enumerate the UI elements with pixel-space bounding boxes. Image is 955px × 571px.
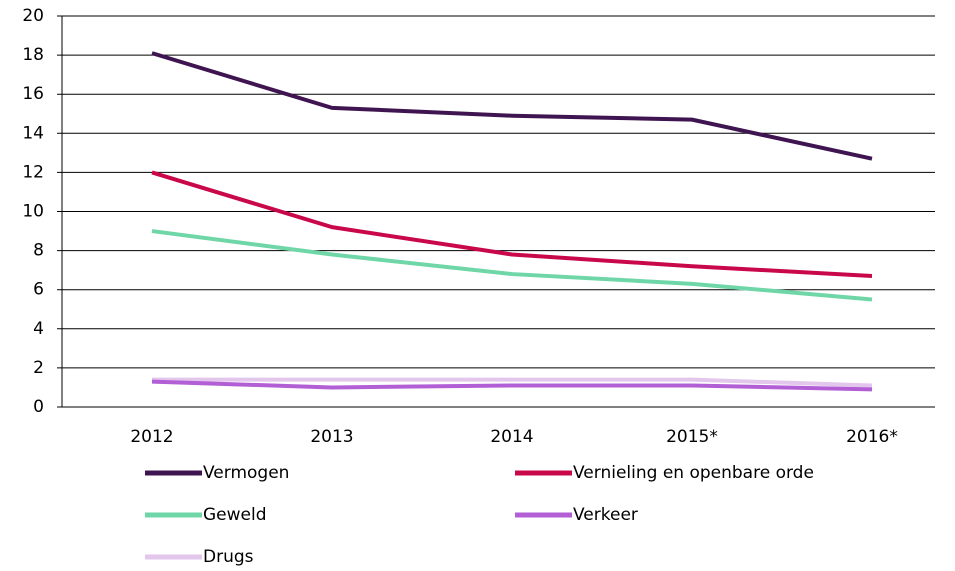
x-tick-label: 2015* — [666, 427, 718, 447]
series-line — [151, 229, 873, 302]
y-tick-label: 14 — [22, 123, 44, 143]
series-line — [152, 377, 873, 388]
y-tick-label: 20 — [22, 6, 44, 26]
x-tick-label: 2013 — [310, 427, 353, 447]
legend-label: Vermogen — [203, 463, 289, 483]
legend-label: Verkeer — [573, 505, 638, 525]
y-tick-label: 18 — [22, 45, 44, 65]
legend-label: Vernieling en openbare orde — [573, 463, 814, 483]
y-tick-label: 12 — [22, 162, 44, 182]
y-tick-label: 16 — [22, 84, 44, 104]
y-tick-label: 4 — [33, 319, 44, 339]
y-tick-label: 8 — [33, 241, 44, 261]
series-line — [151, 51, 873, 161]
legend-label: Geweld — [203, 505, 267, 525]
series-line — [151, 379, 873, 392]
y-tick-label: 10 — [22, 202, 44, 222]
x-tick-label: 2012 — [130, 427, 173, 447]
x-tick-label: 2014 — [490, 427, 533, 447]
y-tick-label: 2 — [33, 358, 44, 378]
series-line — [151, 170, 873, 279]
y-tick-label: 0 — [33, 397, 44, 417]
y-tick-label: 6 — [33, 280, 44, 300]
legend-label: Drugs — [203, 547, 254, 567]
x-tick-label: 2016* — [846, 427, 898, 447]
